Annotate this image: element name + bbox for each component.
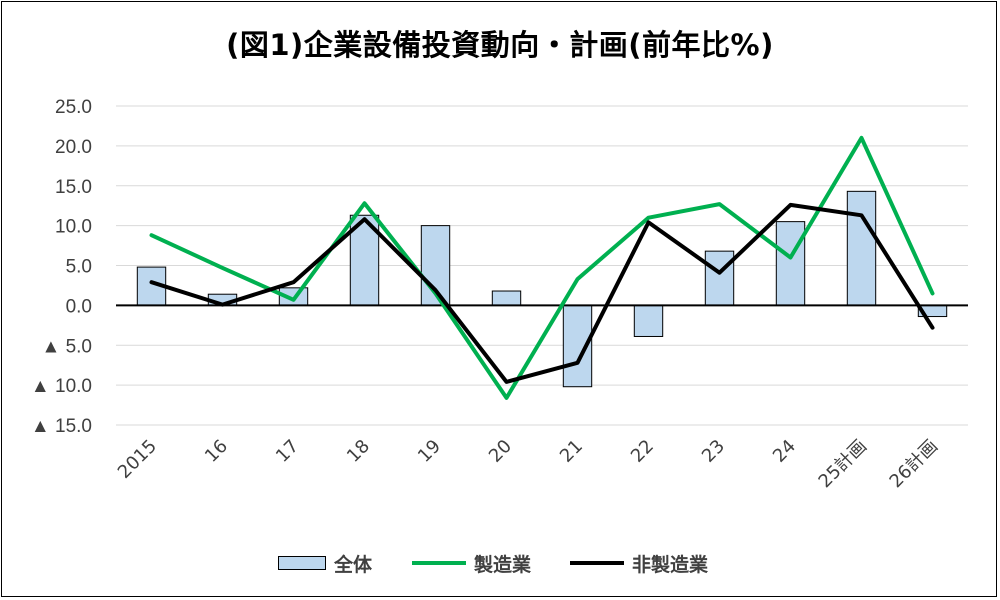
legend-swatch-non-manufacturing <box>570 561 624 565</box>
legend-label-non-manufacturing: 非製造業 <box>632 553 709 576</box>
legend-item-manufacturing: 製造業 <box>412 548 531 578</box>
y-tick-label: 5.0 <box>66 257 92 278</box>
x-tick-label: 21 <box>556 436 587 467</box>
legend-label-manufacturing: 製造業 <box>474 553 532 576</box>
legend-swatch-all <box>278 556 326 570</box>
chart-title: (図1)企業設備投資動向・計画(前年比%) <box>226 28 774 62</box>
y-tick-label: ▲ 10.0 <box>31 376 92 397</box>
y-tick-label: 20.0 <box>55 137 92 158</box>
x-tick-label: 16 <box>201 436 232 467</box>
legend-item-all: 全体 <box>278 548 372 578</box>
x-tick-label: 26計画 <box>886 436 943 493</box>
x-tick-label: 22 <box>627 436 658 467</box>
x-tick-label: 25計画 <box>815 436 872 493</box>
bar-all <box>775 221 806 306</box>
y-tick-label: 10.0 <box>55 217 92 238</box>
chart-legend: 全体 製造業 非製造業 <box>0 548 1000 578</box>
y-tick-label: ▲ 15.0 <box>31 416 92 437</box>
x-tick-label: 19 <box>414 436 445 467</box>
x-tick-label: 20 <box>485 436 516 467</box>
y-tick-label: ▲ 5.0 <box>42 336 93 357</box>
line-non-manufacturing <box>149 202 935 384</box>
y-tick-label: 25.0 <box>55 97 92 118</box>
x-tick-label: 23 <box>698 436 729 467</box>
bar-all <box>491 290 522 306</box>
x-tick-label: 2015 <box>114 436 161 483</box>
bar-all <box>704 250 735 306</box>
bar-all <box>633 304 664 337</box>
x-tick-label: 17 <box>272 436 303 467</box>
x-tick-label: 18 <box>343 436 374 467</box>
line-manufacturing <box>149 135 935 400</box>
y-tick-label: 15.0 <box>55 177 92 198</box>
x-tick-label: 24 <box>769 436 800 467</box>
legend-item-non-manufacturing: 非製造業 <box>570 548 708 578</box>
y-tick-label: 0.0 <box>66 296 92 317</box>
bar-all <box>846 190 877 306</box>
legend-swatch-manufacturing <box>412 561 466 565</box>
legend-label-all: 全体 <box>334 553 373 576</box>
